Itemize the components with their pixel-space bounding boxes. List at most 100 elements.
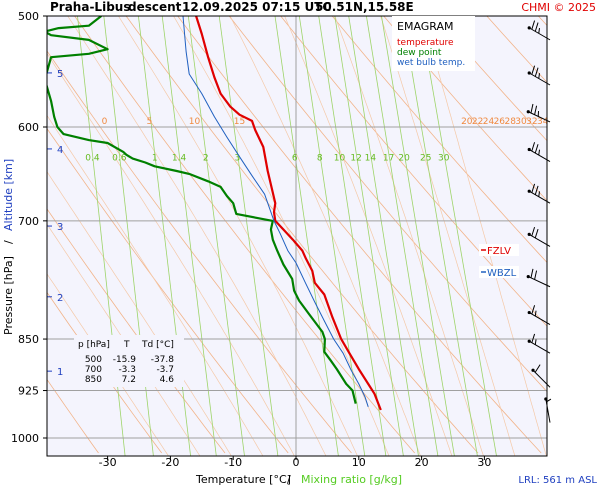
- moist-adiabat: [380, 16, 516, 456]
- y-axis-label: Pressure [hPa]: [2, 256, 15, 335]
- dry-adiabat: [74, 16, 416, 454]
- moist-adiabat: [47, 114, 264, 456]
- wind-barb-flag: [531, 65, 536, 75]
- mixing-ratio-line: [274, 16, 339, 456]
- legend-box: [392, 16, 475, 71]
- mixing-ratio-label: 1: [152, 154, 158, 164]
- wind-barb: [526, 103, 551, 123]
- dry-adiabat: [47, 50, 352, 454]
- x-tick-label: 10: [352, 456, 366, 469]
- wind-barb-staff: [528, 111, 551, 123]
- y-tick-label: 700: [18, 215, 39, 228]
- mixing-ratio-line: [161, 16, 217, 456]
- y-tick-label: 850: [18, 333, 39, 346]
- wind-barb-flag: [534, 67, 539, 77]
- mixing-ratio-line: [218, 16, 279, 456]
- wind-barb-flag: [538, 149, 541, 156]
- wind-barb-flag: [530, 103, 534, 114]
- table-cell: 500: [85, 355, 102, 365]
- mixing-ratio-line: [366, 16, 439, 456]
- legend-wet-bulb: wet bulb temp.: [397, 58, 465, 68]
- mixing-ratio-line: [334, 16, 404, 456]
- altitude-tick-label: 5: [57, 69, 63, 80]
- dry-adiabat-label: 26: [494, 117, 506, 127]
- dry-adiabat-label: 24: [483, 117, 495, 127]
- dry-adiabat: [177, 16, 542, 454]
- x-tick-label: -30: [99, 456, 117, 469]
- moist-adiabat: [47, 223, 201, 456]
- wind-barb-flag: [534, 270, 538, 280]
- dry-adiabat: [47, 291, 163, 454]
- altitude-tick-label: 1: [57, 367, 63, 378]
- mixing-ratio-line: [419, 16, 497, 456]
- dry-adiabat: [47, 378, 99, 454]
- wind-barb-flag: [531, 226, 536, 237]
- mixing-ratio-label: 0.4: [85, 154, 100, 164]
- mixing-ratio-label: 17: [383, 154, 394, 164]
- wind-barb-flag: [534, 185, 539, 195]
- table-cell: -15.9: [113, 355, 137, 365]
- dry-adiabat: [434, 16, 547, 142]
- wind-barb-flag: [534, 22, 539, 32]
- legend-temperature: temperature: [397, 38, 454, 48]
- y-tick-label: 925: [18, 385, 39, 398]
- dry-adiabat: [331, 16, 547, 264]
- dry-adiabat-label: 28: [504, 117, 516, 127]
- dry-adiabat: [383, 16, 547, 202]
- mixing-ratio-line: [402, 16, 478, 456]
- dry-adiabat: [228, 16, 547, 393]
- moist-adiabat: [47, 52, 295, 456]
- wind-barb-flag: [534, 144, 539, 154]
- station-name: Praha-Libus: [50, 0, 130, 14]
- wind-barb-flag: [534, 228, 539, 239]
- wind-barb-flag: [531, 20, 536, 30]
- wind-barb-flag: [531, 183, 536, 193]
- mode-label: descent: [128, 0, 182, 14]
- moist-adiabat-label: 5: [147, 117, 153, 127]
- x-tick-label: 20: [415, 456, 429, 469]
- table-header-p: p [hPa]: [78, 340, 110, 350]
- wind-barb-flag: [530, 268, 534, 278]
- wind-barb-flag: [531, 142, 536, 152]
- data-table: p [hPa] T Td [°C] 500 -15.9 -37.8 700 -3…: [78, 340, 174, 385]
- plot-frame: [46, 15, 548, 457]
- fzlv-box: [479, 244, 519, 256]
- table-cell: 4.6: [160, 375, 175, 385]
- wbzl-label: WBZL: [487, 268, 517, 279]
- mixing-ratio-line: [348, 16, 419, 456]
- mixing-ratio-label: 1.4: [172, 154, 187, 164]
- mixing-ratio-label: 3: [235, 154, 241, 164]
- table-header-td: Td [°C]: [141, 340, 174, 350]
- moist-adiabat-label: 15: [234, 117, 245, 127]
- mixing-ratio-label: 14: [365, 154, 377, 164]
- table-cell: -3.3: [118, 365, 136, 375]
- altitude-tick-label: 2: [57, 293, 63, 304]
- mixing-ratio-line: [187, 16, 245, 456]
- wind-barb-flag: [538, 191, 541, 197]
- x-axis-mixing-label: Mixing ratio [g/kg]: [301, 473, 402, 486]
- altitude-tick-label: 4: [57, 145, 63, 156]
- table-cell: -37.8: [151, 355, 175, 365]
- table-cell: 7.2: [122, 375, 136, 385]
- dry-adiabat-label: 32: [526, 117, 537, 127]
- moist-adiabat: [47, 273, 169, 456]
- y-axis-altitude-label: Altitude [km]: [2, 159, 15, 231]
- x-tick-label: -10: [224, 456, 242, 469]
- series-line-dew-point: [47, 16, 357, 404]
- moist-adiabat: [67, 16, 327, 456]
- wind-barb-flag: [538, 73, 541, 79]
- dry-adiabat-label: 34: [537, 117, 549, 127]
- moist-adiabat: [284, 16, 453, 456]
- wind-barb-staff: [528, 276, 551, 288]
- wind-barb-flag: [531, 305, 536, 315]
- dry-adiabat-label: 22: [472, 117, 483, 127]
- dry-adiabat-label: 20: [461, 117, 473, 127]
- y-axis-separator: /: [2, 240, 15, 244]
- series-line-temperature: [195, 16, 382, 411]
- x-tick-label: 0: [293, 456, 300, 469]
- mixing-ratio-line: [318, 16, 387, 456]
- wind-barb: [526, 268, 551, 288]
- mixing-ratio-label: 25: [420, 154, 431, 164]
- mixing-ratio-line: [298, 16, 366, 456]
